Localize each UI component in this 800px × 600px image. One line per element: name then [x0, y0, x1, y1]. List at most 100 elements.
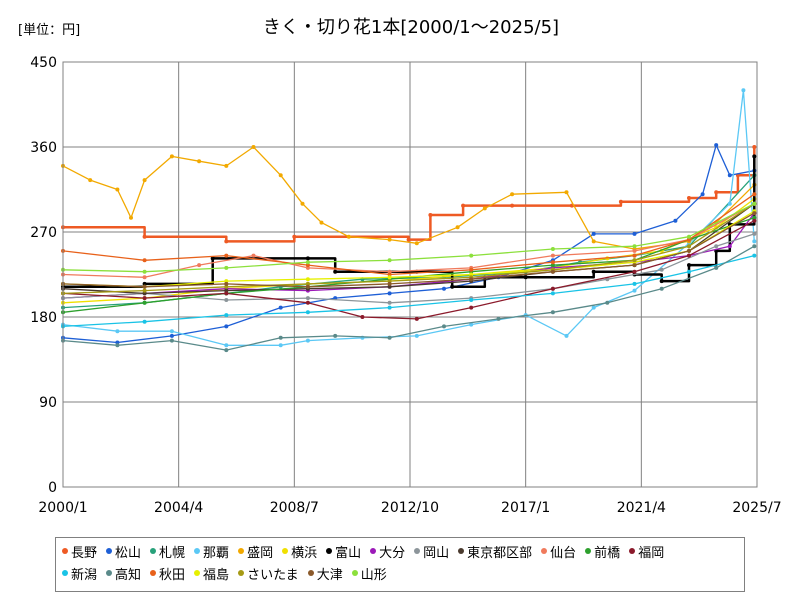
legend-item: 那覇: [194, 542, 229, 561]
y-tick-label: 270: [30, 225, 57, 241]
legend-label: 大津: [316, 567, 343, 583]
data-point: [142, 234, 147, 239]
legend-item: 札幌: [150, 542, 185, 561]
data-point: [632, 281, 637, 286]
data-point: [224, 253, 229, 258]
data-point: [387, 300, 392, 305]
data-point: [482, 206, 487, 211]
data-point: [142, 319, 147, 324]
data-point: [442, 286, 446, 291]
legend-label: 松山: [115, 545, 142, 561]
axis-tick-labels: 0 90 180 270 360 450 2000/1 2004/4 2008/7 2012/10…: [30, 55, 781, 516]
data-point: [469, 305, 474, 310]
series-line: [62, 245, 755, 351]
data-point: [618, 199, 623, 204]
data-point: [591, 239, 596, 244]
data-point: [523, 275, 528, 280]
data-point: [197, 263, 202, 268]
data-point: [169, 338, 174, 343]
series-line: [62, 89, 755, 346]
data-point: [741, 88, 746, 93]
series-高知: [61, 244, 757, 353]
legend-marker: [351, 570, 358, 576]
data-point: [714, 244, 719, 249]
data-point: [224, 298, 229, 302]
data-point: [659, 286, 664, 291]
data-point: [591, 269, 596, 274]
data-point: [305, 284, 310, 289]
data-point: [687, 253, 691, 258]
legend-item: 横浜: [282, 542, 317, 561]
data-point: [752, 201, 757, 206]
data-point: [300, 201, 305, 206]
data-point: [224, 163, 229, 168]
data-point: [142, 291, 147, 296]
series-仙台: [61, 201, 757, 280]
legend-marker: [238, 548, 245, 554]
data-point: [659, 267, 664, 272]
legend-label: さいたま: [247, 567, 299, 583]
legend-item: 盛岡: [238, 542, 273, 561]
legend-label: 福岡: [638, 545, 665, 561]
data-point: [387, 291, 392, 296]
data-point: [197, 159, 202, 164]
series-line: [63, 156, 756, 289]
series-lines: [61, 88, 757, 353]
data-point: [142, 275, 147, 280]
data-point: [224, 291, 229, 296]
data-point: [387, 281, 392, 286]
legend-item: 山形: [351, 564, 387, 583]
x-tick-label: 2008/7: [270, 500, 319, 516]
data-point: [591, 305, 596, 310]
data-point: [632, 253, 637, 258]
data-point: [387, 237, 392, 242]
data-point: [752, 215, 757, 220]
legend-row-2: 新潟 高知 秋田 福島 さいたま 大津 山形: [62, 564, 396, 583]
data-point: [550, 263, 555, 268]
data-point: [450, 284, 455, 289]
x-tick-label: 2004/4: [154, 500, 203, 516]
legend-item: 秋田: [150, 564, 185, 583]
series-line: [62, 220, 755, 320]
x-tick-label: 2021/4: [617, 500, 666, 516]
y-tick-label: 450: [30, 55, 57, 71]
data-point: [115, 343, 120, 348]
data-point: [632, 269, 637, 274]
data-point: [564, 190, 569, 195]
legend-marker: [194, 548, 201, 554]
series-line: [62, 146, 755, 250]
data-point: [406, 237, 411, 242]
legend-label: 高知: [115, 567, 142, 583]
data-point: [687, 269, 691, 274]
legend-marker: [629, 548, 636, 554]
data-point: [251, 145, 256, 149]
legend-label: 盛岡: [247, 545, 274, 561]
data-point: [442, 324, 446, 329]
series-line: [62, 203, 755, 273]
x-tick-label: 2000/1: [38, 500, 87, 516]
data-point: [142, 258, 147, 263]
legend-item: 大分: [370, 542, 405, 561]
data-point: [224, 265, 229, 270]
y-tick-label: 360: [30, 140, 57, 156]
data-point: [673, 218, 678, 223]
legend-item: 東京都区部: [458, 542, 532, 561]
data-point: [278, 343, 283, 348]
data-point: [305, 338, 310, 343]
data-point: [210, 256, 215, 261]
data-point: [387, 279, 392, 284]
legend-label: 仙台: [550, 545, 577, 561]
legend-label: 前橋: [594, 545, 621, 561]
legend-marker: [585, 548, 592, 554]
legend-label: 新潟: [71, 567, 98, 583]
series-line: [62, 210, 755, 288]
legend-marker: [307, 570, 314, 576]
data-point: [224, 348, 229, 353]
data-point: [752, 253, 757, 258]
data-point: [169, 333, 174, 338]
data-point: [714, 265, 719, 270]
data-point: [428, 213, 433, 217]
data-point: [224, 343, 229, 348]
data-point: [142, 300, 147, 305]
data-point: [142, 269, 147, 274]
